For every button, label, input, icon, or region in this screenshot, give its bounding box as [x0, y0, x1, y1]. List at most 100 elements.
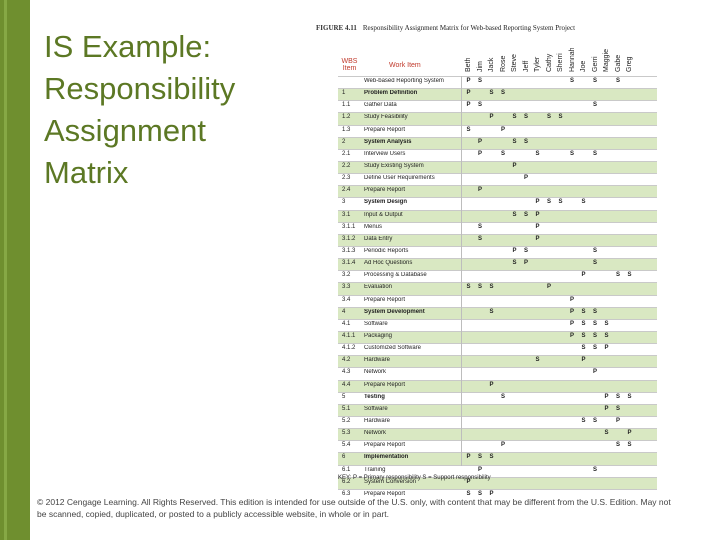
row-wbs: 4.1.1: [342, 332, 356, 339]
matrix-row: 1.2 Study Feasibility P S S S S: [338, 112, 657, 125]
cell-jim: P: [477, 150, 482, 157]
person-header-steve: Steve: [511, 54, 518, 72]
matrix-row: 5.2 Hardware S S P: [338, 415, 657, 428]
matrix-row: 3.3 Evaluation S S S P: [338, 282, 657, 295]
cell-gerri: S: [592, 466, 597, 473]
left-accent-stripe: [4, 0, 7, 540]
cell-hannah: P: [569, 308, 574, 315]
cell-jim: P: [477, 138, 482, 145]
cell-greg: S: [627, 272, 632, 279]
cell-jeff: S: [523, 114, 528, 121]
cell-beth: P: [466, 78, 471, 84]
cell-gerri: S: [592, 417, 597, 424]
row-wbs: 5.3: [342, 430, 351, 437]
cell-jack: P: [489, 490, 494, 497]
cell-jim: P: [477, 187, 482, 194]
work-item-column-header: Work Item: [389, 62, 421, 69]
person-header-rose: Rose: [499, 55, 507, 72]
row-work-item: Prepare Report: [364, 296, 406, 303]
cell-beth: S: [466, 126, 471, 133]
row-wbs: 5.2: [342, 417, 351, 424]
matrix-row: 3.1.1 Menus S P: [338, 221, 657, 234]
row-work-item: Hardware: [364, 417, 391, 424]
row-work-item: Network: [364, 430, 387, 437]
cell-joe: S: [581, 332, 586, 339]
cell-jim: S: [477, 284, 482, 291]
cell-joe: S: [581, 308, 586, 315]
row-wbs: 3.1.3: [342, 247, 356, 254]
title-line-3: Assignment: [44, 113, 206, 148]
row-wbs: 2.1: [342, 150, 351, 157]
matrix-row: 3.1.3 Periodic Reports P S S: [338, 245, 657, 258]
cell-maggie: P: [604, 393, 609, 400]
row-work-item: Study Feasibility: [364, 114, 408, 121]
row-work-item: Define User Requirements: [364, 175, 435, 182]
matrix-grid: Web-based Reporting System P S S S S 1 Problem …: [338, 76, 657, 501]
cell-jack: S: [489, 284, 494, 291]
matrix-row: 5.4 Prepare Report P S S: [338, 440, 657, 452]
person-header-cathy: Cathy: [545, 53, 553, 72]
row-wbs: 1.2: [342, 114, 351, 121]
row-work-item: System Design: [364, 199, 408, 206]
row-wbs: 4.3: [342, 369, 351, 376]
row-wbs: 3.1.2: [342, 235, 356, 242]
cell-jack: S: [489, 454, 494, 461]
row-wbs: 3.2: [342, 272, 351, 279]
row-work-item: Interview Users: [364, 150, 406, 157]
cell-joe: P: [581, 272, 586, 279]
wbs-column-header: WBS Item: [341, 58, 358, 72]
person-header-maggie: Maggie: [603, 49, 610, 72]
row-wbs: 5.4: [342, 442, 351, 449]
cell-tyler: S: [535, 150, 540, 157]
cell-jeff: P: [523, 260, 528, 267]
left-accent-bar: [0, 0, 30, 540]
matrix-key: KEY: P = Primary responsibility S = Supp…: [338, 475, 491, 481]
row-wbs: 1.3: [342, 126, 351, 133]
cell-tyler: P: [535, 223, 540, 230]
cell-tyler: S: [535, 357, 540, 364]
cell-steve: S: [512, 138, 517, 145]
cell-gerri: S: [592, 345, 597, 352]
matrix-row: 5.1 Software P S: [338, 403, 657, 416]
person-header-jack: Jack: [488, 57, 495, 72]
matrix-row: 2.3 Define User Requirements P: [338, 173, 657, 185]
row-work-item: Prepare Report: [364, 126, 406, 133]
row-work-item: Prepare Report: [364, 490, 406, 497]
row-wbs: 3.1.4: [342, 260, 356, 267]
row-work-item: Ad Hoc Questions: [364, 260, 413, 267]
cell-rose: P: [500, 126, 505, 133]
cell-rose: P: [500, 442, 505, 449]
cell-joe: S: [581, 345, 586, 352]
cell-jack: P: [489, 381, 494, 388]
matrix-row: 4.4 Prepare Report P: [338, 379, 657, 392]
row-wbs: 3.1.1: [342, 223, 356, 230]
matrix-row: 4.1 Software P S S S: [338, 318, 657, 331]
cell-joe: S: [581, 199, 586, 206]
cell-gerri: P: [592, 369, 597, 376]
cell-tyler: P: [535, 199, 540, 206]
cell-rose: S: [500, 90, 505, 97]
matrix-divider: [461, 76, 462, 467]
cell-gerri: S: [592, 102, 597, 109]
row-wbs: 6: [342, 454, 346, 461]
matrix-row: 4.2 Hardware S P: [338, 355, 657, 368]
cell-maggie: S: [604, 430, 609, 437]
cell-steve: S: [512, 211, 517, 218]
matrix-row: 2.1 Interview Users P S S S S: [338, 148, 657, 161]
row-work-item: System Analysis: [364, 138, 412, 145]
row-work-item: Processing & Database: [364, 272, 427, 279]
cell-maggie: P: [604, 405, 609, 412]
cell-beth: P: [466, 90, 471, 97]
row-wbs: 4.1.2: [342, 345, 356, 352]
row-wbs: 6.1: [342, 466, 351, 473]
row-wbs: 5.1: [342, 405, 351, 412]
person-header-jeff: Jeff: [522, 60, 530, 72]
cell-jack: P: [489, 114, 494, 121]
row-work-item: Menus: [364, 223, 383, 230]
matrix-row: 4.1.1 Packaging P S S S: [338, 330, 657, 344]
cell-steve: P: [512, 247, 517, 254]
row-work-item: Hardware: [364, 357, 391, 364]
matrix-row: 2 System Analysis P S S: [338, 136, 657, 149]
responsibility-matrix-figure: FIGURE 4.11 Responsibility Assignment Mat…: [313, 20, 658, 497]
row-work-item: Software: [364, 405, 388, 412]
